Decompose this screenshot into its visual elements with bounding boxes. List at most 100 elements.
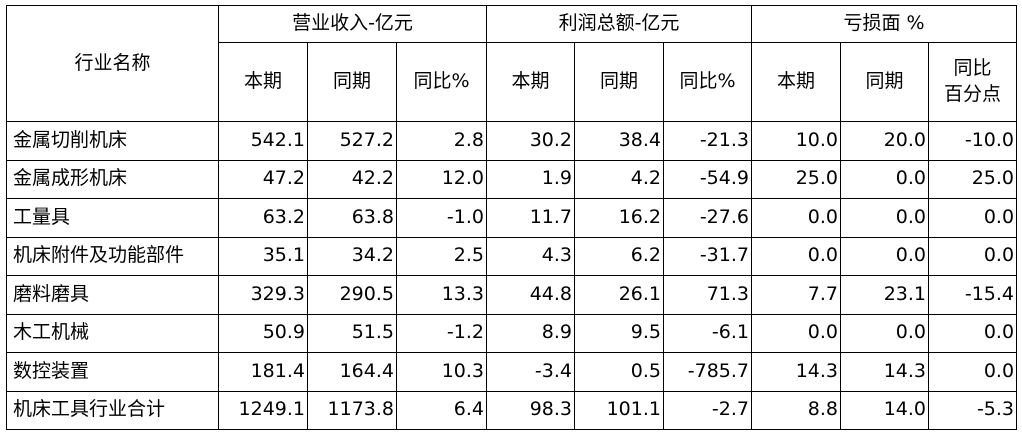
cell-value: 71.3 <box>663 275 752 315</box>
cell-value: 542.1 <box>218 121 308 161</box>
cell-value: 0.0 <box>751 313 841 353</box>
cell-value: -10.0 <box>927 121 1018 161</box>
column-header: 同期 <box>574 42 664 122</box>
cell-value: -5.3 <box>927 390 1018 430</box>
cell-value: 2.8 <box>396 121 487 161</box>
row-name: 木工机械 <box>6 313 219 353</box>
cell-value: 11.7 <box>486 198 575 238</box>
cell-value: 527.2 <box>307 121 397 161</box>
row-name: 金属成形机床 <box>6 159 219 199</box>
cell-value: 0.0 <box>927 313 1018 353</box>
cell-value: 6.4 <box>396 390 487 430</box>
table-row: 木工机械 50.9 51.5 -1.2 8.9 9.5 -6.1 0.0 0.0 0.0 <box>6 313 1018 353</box>
cell-value: 0.0 <box>840 313 929 353</box>
table-row: 机床工具行业合计 1249.1 1173.8 6.4 98.3 101.1 -2.7 8.8 1… <box>6 390 1018 430</box>
cell-value: -15.4 <box>927 275 1018 315</box>
column-header: 同期 <box>840 42 929 122</box>
table-row: 金属成形机床 47.2 42.2 12.0 1.9 4.2 -54.9 25.0 0.0 25.0 <box>6 159 1018 199</box>
column-header: 同比 百分点 <box>927 42 1018 122</box>
cell-value: 0.0 <box>840 198 929 238</box>
cell-value: -21.3 <box>663 121 752 161</box>
cell-value: -27.6 <box>663 198 752 238</box>
cell-value: 14.3 <box>751 352 841 392</box>
cell-value: 34.2 <box>307 236 397 276</box>
cell-value: 329.3 <box>218 275 308 315</box>
table-row: 工量具 63.2 63.8 -1.0 11.7 16.2 -27.6 0.0 0.0 0.0 <box>6 198 1018 238</box>
table-row: 数控装置 181.4 164.4 10.3 -3.4 0.5 -785.7 14.3 14.3 0… <box>6 352 1018 392</box>
cell-value: -1.2 <box>396 313 487 353</box>
cell-value: 30.2 <box>486 121 575 161</box>
cell-value: -54.9 <box>663 159 752 199</box>
cell-value: 23.1 <box>840 275 929 315</box>
cell-value: 8.8 <box>751 390 841 430</box>
cell-value: 20.0 <box>840 121 929 161</box>
cell-value: 10.3 <box>396 352 487 392</box>
cell-value: 1.9 <box>486 159 575 199</box>
column-header: 同比% <box>663 42 752 122</box>
cell-value: 51.5 <box>307 313 397 353</box>
cell-value: 0.0 <box>751 198 841 238</box>
cell-value: 4.2 <box>574 159 664 199</box>
cell-value: 164.4 <box>307 352 397 392</box>
row-name: 磨料磨具 <box>6 275 219 315</box>
cell-value: -6.1 <box>663 313 752 353</box>
cell-value: 7.7 <box>751 275 841 315</box>
table-row: 机床附件及功能部件 35.1 34.2 2.5 4.3 6.2 -31.7 0.0 0.0 0.0 <box>6 236 1018 276</box>
cell-value: 14.3 <box>840 352 929 392</box>
cell-value: -785.7 <box>663 352 752 392</box>
cell-value: 1249.1 <box>218 390 308 430</box>
column-header: 同比% <box>396 42 487 122</box>
column-header: 本期 <box>486 42 575 122</box>
cell-value: 0.5 <box>574 352 664 392</box>
cell-value: 0.0 <box>927 352 1018 392</box>
cell-value: 14.0 <box>840 390 929 430</box>
cell-value: -2.7 <box>663 390 752 430</box>
cell-value: 6.2 <box>574 236 664 276</box>
row-name: 机床附件及功能部件 <box>6 236 219 276</box>
row-name: 工量具 <box>6 198 219 238</box>
cell-value: 101.1 <box>574 390 664 430</box>
cell-value: 0.0 <box>840 159 929 199</box>
cell-value: 35.1 <box>218 236 308 276</box>
cell-value: 16.2 <box>574 198 664 238</box>
row-name: 数控装置 <box>6 352 219 392</box>
data-table: 行业名称 营业收入-亿元 利润总额-亿元 亏损面 % 本期 同期 同比% 本期 同期 同比% 本… <box>6 5 1018 430</box>
row-name: 机床工具行业合计 <box>6 390 219 430</box>
cell-value: 181.4 <box>218 352 308 392</box>
column-header: 同期 <box>307 42 397 122</box>
column-header: 本期 <box>218 42 308 122</box>
cell-value: 0.0 <box>840 236 929 276</box>
table-row: 磨料磨具 329.3 290.5 13.3 44.8 26.1 71.3 7.7 23.1 -15… <box>6 275 1018 315</box>
cell-value: 8.9 <box>486 313 575 353</box>
cell-value: 10.0 <box>751 121 841 161</box>
group-header: 亏损面 % <box>750 5 1018 43</box>
row-label-header: 行业名称 <box>6 5 219 122</box>
cell-value: 98.3 <box>486 390 575 430</box>
cell-value: 63.2 <box>218 198 308 238</box>
group-header: 利润总额-亿元 <box>486 5 752 43</box>
cell-value: 1173.8 <box>307 390 397 430</box>
cell-value: 13.3 <box>396 275 487 315</box>
cell-value: 44.8 <box>486 275 575 315</box>
cell-value: 0.0 <box>927 236 1018 276</box>
cell-value: 4.3 <box>486 236 575 276</box>
cell-value: 25.0 <box>927 159 1018 199</box>
row-name: 金属切削机床 <box>6 121 219 161</box>
cell-value: 12.0 <box>396 159 487 199</box>
cell-value: 0.0 <box>751 236 841 276</box>
cell-value: 2.5 <box>396 236 487 276</box>
cell-value: 38.4 <box>574 121 664 161</box>
cell-value: 50.9 <box>218 313 308 353</box>
cell-value: 47.2 <box>218 159 308 199</box>
cell-value: 0.0 <box>927 198 1018 238</box>
group-header: 营业收入-亿元 <box>218 5 487 43</box>
cell-value: 42.2 <box>307 159 397 199</box>
cell-value: -31.7 <box>663 236 752 276</box>
cell-value: 290.5 <box>307 275 397 315</box>
cell-value: 63.8 <box>307 198 397 238</box>
cell-value: 9.5 <box>574 313 664 353</box>
cell-value: 26.1 <box>574 275 664 315</box>
column-header: 本期 <box>751 42 841 122</box>
cell-value: -1.0 <box>396 198 487 238</box>
